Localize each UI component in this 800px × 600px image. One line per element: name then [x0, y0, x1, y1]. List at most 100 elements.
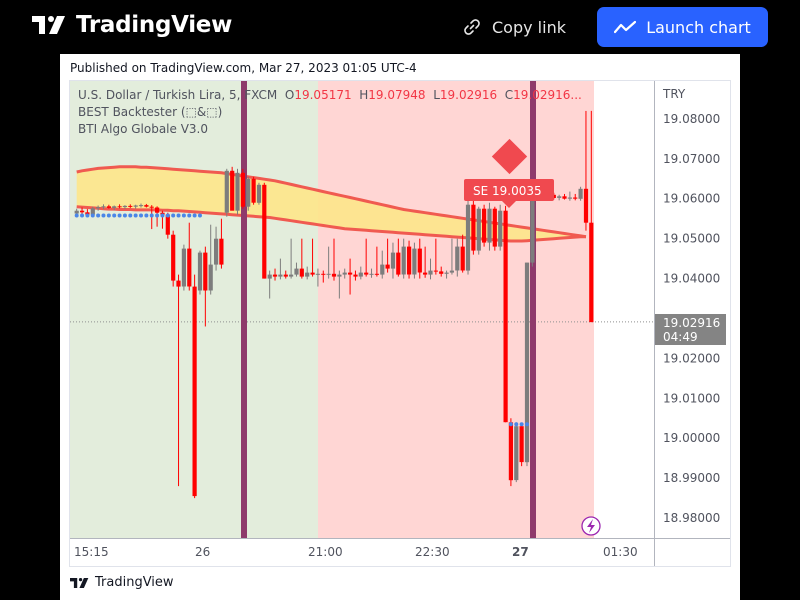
price-axis[interactable]: 19.08000 19.07000 19.06000 19.05000 19.04000…: [663, 112, 720, 525]
candle-body: [390, 252, 396, 269]
candle-body: [514, 426, 519, 481]
candle: [396, 238, 401, 277]
last-price-value: 19.02916: [663, 316, 720, 330]
candle: [267, 270, 272, 299]
candle-body: [519, 426, 524, 463]
indicator-dot: [96, 213, 101, 218]
candle: [573, 193, 578, 201]
indicator-dot: [171, 213, 176, 218]
candle-body: [465, 204, 471, 271]
price-tick-label: 18.99000: [663, 471, 720, 485]
candle-body: [358, 272, 363, 277]
indicator-dot: [519, 422, 524, 427]
candle: [230, 166, 235, 211]
candle-body: [80, 210, 85, 213]
candle: [144, 203, 149, 208]
candle: [353, 270, 358, 281]
candle: [240, 168, 245, 209]
footer-logo[interactable]: TradingView: [70, 575, 174, 590]
launch-chart-label: Launch chart: [646, 17, 751, 37]
currency-label: TRY: [662, 87, 686, 101]
candle-body: [315, 273, 320, 275]
candle: [369, 268, 374, 278]
candle-body: [106, 206, 111, 208]
indicator-dot: [80, 213, 85, 218]
indicator-legend-2[interactable]: BTI Algo Globale V3.0: [78, 122, 209, 136]
signal-label-box: [464, 179, 554, 201]
candle: [567, 191, 572, 201]
candle: [348, 258, 353, 295]
candle-body: [74, 210, 79, 214]
candle-body: [171, 234, 176, 281]
candle-body: [401, 246, 406, 275]
price-tick-label: 19.02000: [663, 351, 720, 365]
candle: [342, 268, 347, 279]
indicator-dot: [101, 213, 106, 218]
launch-chart-button[interactable]: Launch chart: [597, 7, 768, 47]
vertical-marker-line: [530, 81, 536, 538]
candle-body: [176, 280, 181, 287]
candle-body: [208, 264, 213, 291]
candle: [299, 238, 304, 279]
candle-body: [187, 248, 192, 287]
indicator-dot: [90, 213, 95, 218]
session-bg-red: [318, 81, 594, 538]
candle-body: [299, 268, 304, 277]
candle-body: [112, 206, 117, 208]
candles-layer: [74, 110, 594, 499]
candle: [197, 250, 203, 295]
candle: [181, 244, 186, 291]
candle: [176, 274, 181, 487]
indicator-legend-1[interactable]: BEST Backtester (⬚&⬚): [78, 105, 223, 119]
indicator-dot: [117, 213, 122, 218]
candle-body: [503, 210, 508, 423]
tradingview-logo[interactable]: TradingView: [32, 12, 232, 38]
indicator-dot: [187, 213, 192, 218]
candle-body: [289, 274, 294, 277]
candle-body: [181, 248, 186, 287]
candle-body: [96, 207, 101, 209]
indicator-dot: [139, 213, 144, 218]
candle: [289, 238, 294, 279]
indicator-dot: [85, 213, 90, 218]
candle: [492, 206, 497, 251]
indicator-dot: [165, 213, 170, 218]
candle-body: [278, 274, 283, 277]
candle: [530, 188, 535, 267]
candle-body: [224, 170, 229, 213]
candle: [364, 238, 369, 277]
tradingview-footer-icon: [70, 577, 89, 588]
candle-body: [380, 264, 385, 275]
candle-body: [471, 204, 476, 251]
ohlc-close-label: C: [504, 88, 514, 102]
candle-body: [557, 196, 562, 198]
candle-body: [214, 238, 219, 265]
candle: [557, 194, 562, 201]
time-axis[interactable]: 15:15 26 21:00 22:30 27 01:30: [74, 545, 638, 559]
candle-body: [449, 270, 454, 273]
candle: [562, 193, 567, 200]
ohlc-high-value: 19.07948: [368, 88, 426, 102]
candle-body: [240, 172, 245, 207]
candle: [171, 230, 176, 287]
published-info: Published on TradingView.com, Mar 27, 20…: [70, 61, 417, 75]
indicator-dot: [192, 213, 197, 218]
candle-body: [117, 206, 122, 208]
copy-link-button[interactable]: Copy link: [462, 14, 566, 40]
candle: [412, 242, 417, 279]
candle: [138, 203, 144, 208]
lightning-icon[interactable]: [581, 516, 601, 536]
symbol-name: U.S. Dollar / Turkish Lira, 5, FXCM: [78, 88, 278, 102]
candle: [283, 270, 288, 279]
candle-body: [149, 206, 154, 208]
candle-body: [246, 178, 251, 207]
candle: [503, 205, 508, 423]
candle-body: [144, 205, 149, 207]
candle-body: [101, 206, 106, 208]
candle-body: [567, 197, 572, 199]
price-chart[interactable]: SE 19.0035 TRY 19.0800019.0700019.060001…: [60, 54, 740, 600]
candle-body: [219, 238, 224, 265]
brand-name: TradingView: [76, 12, 233, 38]
candle: [256, 182, 262, 205]
indicator-dot: [149, 213, 154, 218]
